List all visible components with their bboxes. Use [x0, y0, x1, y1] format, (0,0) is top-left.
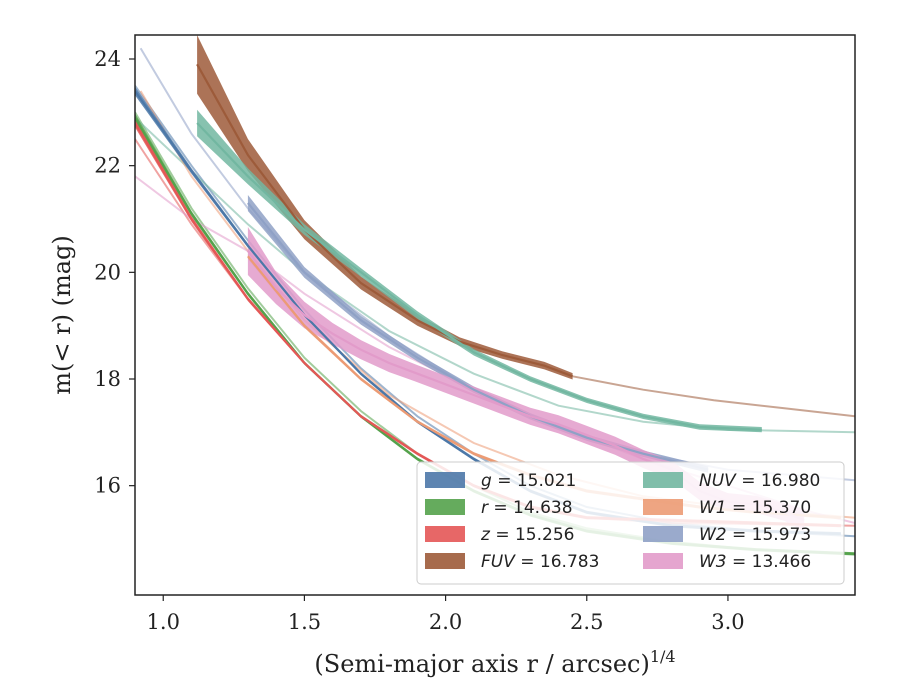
- legend-label-w3: W3 = 13.466: [699, 552, 811, 572]
- legend-band-value: = 13.466: [727, 552, 812, 572]
- legend-band-value: = 15.370: [727, 498, 812, 518]
- x-axis-label-exponent: 1/4: [650, 647, 676, 666]
- legend-band-name: W1: [699, 498, 727, 518]
- series-nuv-line: [196, 122, 762, 431]
- series-w2-line: [247, 202, 709, 471]
- y-tick-label: 18: [94, 367, 121, 391]
- legend-label-nuv: NUV = 16.980: [699, 471, 820, 491]
- series-fuv-line: [196, 63, 573, 378]
- legend-band-name: r: [481, 498, 489, 518]
- y-tick-label: 16: [94, 474, 121, 498]
- x-tick-label: 1.0: [147, 610, 180, 634]
- legend-band-name: NUV: [699, 471, 737, 491]
- legend-band-name: g: [481, 471, 492, 491]
- x-axis: 1.0 1.5 2.0 2.5 3.0: [147, 595, 745, 634]
- series-nuv-band: [197, 109, 762, 433]
- legend-swatch-g: [425, 472, 465, 488]
- y-tick-label: 22: [94, 154, 121, 178]
- legend-swatch-w2: [643, 526, 683, 542]
- legend-label-r: r = 14.638: [481, 498, 573, 518]
- legend-swatch-w1: [643, 499, 683, 515]
- x-tick-label: 3.0: [711, 610, 744, 634]
- legend-label-g: g = 15.021: [481, 471, 576, 491]
- legend-label-w2: W2 = 15.973: [699, 525, 811, 545]
- legend-label-z: z = 15.256: [480, 525, 574, 545]
- legend-swatch-z: [425, 526, 465, 542]
- x-tick-label: 1.5: [288, 610, 321, 634]
- x-axis-label-main: (Semi-major axis r / arcsec): [314, 650, 649, 678]
- plot-frame: [134, 34, 856, 596]
- legend-label-fuv: FUV = 16.783: [481, 552, 599, 572]
- series-w2-extrapolation: [139, 47, 855, 482]
- legend-swatch-nuv: [643, 472, 683, 488]
- legend-swatch-r: [425, 499, 465, 515]
- legend-band-value: = 14.638: [488, 498, 573, 518]
- x-axis-label: (Semi-major axis r / arcsec)1/4: [314, 647, 675, 678]
- legend-swatch-w3: [643, 553, 683, 569]
- y-tick-label: 24: [94, 47, 121, 71]
- legend-band-value: = 15.973: [727, 525, 812, 545]
- legend-band-name: FUV: [481, 552, 516, 572]
- legend-band-value: = 15.256: [490, 525, 575, 545]
- x-tick-label: 2.5: [570, 610, 603, 634]
- legend-band-name: W2: [699, 525, 727, 545]
- legend-band-name: z: [480, 525, 491, 545]
- x-tick-label: 2.0: [429, 610, 462, 634]
- legend-frame: [416, 461, 845, 585]
- legend-band-value: = 16.783: [515, 552, 600, 572]
- legend-swatch-fuv: [425, 553, 465, 569]
- y-tick-label: 20: [94, 260, 121, 284]
- series-fuv-extrapolation: [572, 375, 855, 418]
- y-axis-label: m(< r) (mag): [48, 235, 76, 394]
- legend-label-w1: W1 = 15.370: [699, 498, 811, 518]
- y-axis: 16 18 20 22 24: [94, 47, 135, 498]
- legend-band-value: = 16.980: [736, 471, 821, 491]
- legend-band-value: = 15.021: [492, 471, 577, 491]
- legend-band-name: W3: [699, 552, 727, 572]
